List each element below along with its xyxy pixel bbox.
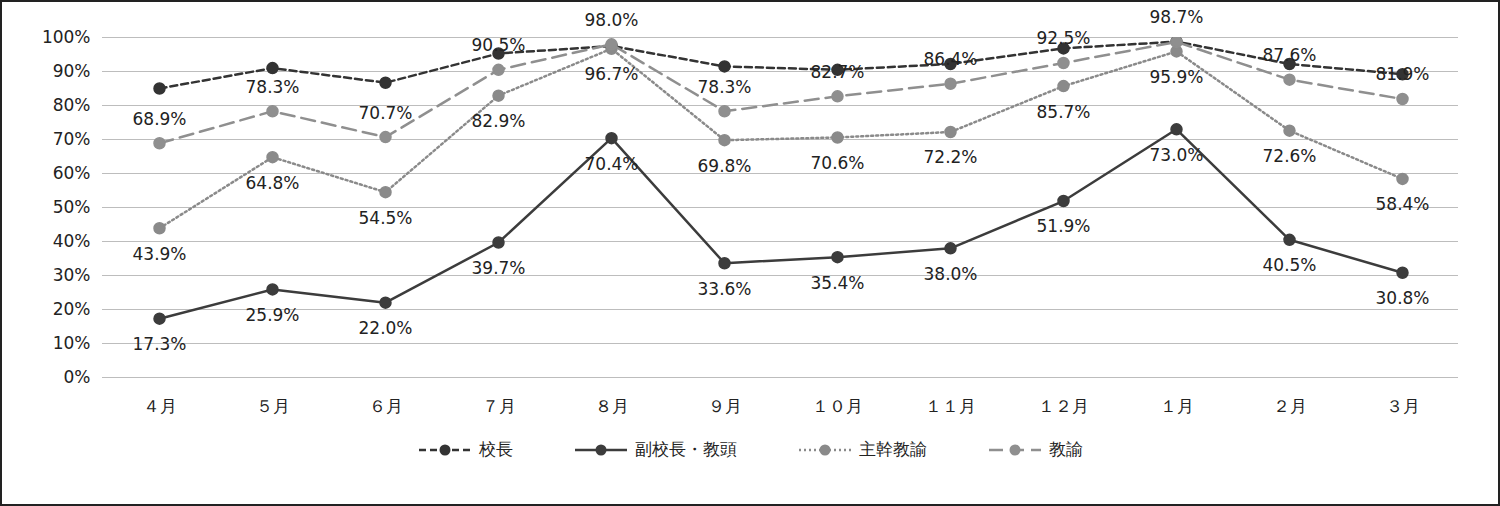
svg-text:51.9%: 51.9% (1036, 216, 1090, 236)
svg-text:70.6%: 70.6% (810, 153, 864, 173)
svg-text:33.6%: 33.6% (697, 279, 751, 299)
svg-text:30.8%: 30.8% (1375, 288, 1429, 308)
svg-text:82.7%: 82.7% (810, 62, 864, 82)
html-text:副校長・教頭: 副校長・教頭 (635, 439, 737, 459)
svg-text:100%: 100% (42, 27, 91, 47)
svg-text:92.5%: 92.5% (1036, 28, 1090, 48)
svg-text:90.5%: 90.5% (471, 35, 525, 55)
svg-text:７月: ７月 (482, 396, 516, 416)
svg-text:43.9%: 43.9% (132, 244, 186, 264)
html-text:主幹教諭: 主幹教諭 (859, 439, 927, 459)
svg-text:95.9%: 95.9% (1149, 67, 1203, 87)
svg-text:60%: 60% (53, 163, 91, 183)
svg-text:２月: ２月 (1273, 396, 1307, 416)
svg-text:98.7%: 98.7% (1149, 7, 1203, 27)
svg-text:６月: ６月 (369, 396, 403, 416)
svg-text:78.3%: 78.3% (697, 77, 751, 97)
svg-text:72.6%: 72.6% (1262, 146, 1316, 166)
svg-text:35.4%: 35.4% (810, 273, 864, 293)
svg-text:22.0%: 22.0% (358, 318, 412, 338)
svg-text:78.3%: 78.3% (245, 77, 299, 97)
svg-text:69.8%: 69.8% (697, 156, 751, 176)
svg-text:40%: 40% (53, 231, 91, 251)
svg-text:１０月: １０月 (812, 396, 863, 416)
svg-text:10%: 10% (53, 333, 91, 353)
svg-text:72.2%: 72.2% (923, 147, 977, 167)
svg-text:54.5%: 54.5% (358, 208, 412, 228)
svg-text:８月: ８月 (595, 396, 629, 416)
svg-text:３月: ３月 (1386, 396, 1420, 416)
svg-text:70.4%: 70.4% (584, 154, 638, 174)
svg-text:90%: 90% (53, 61, 91, 81)
svg-text:86.4%: 86.4% (923, 49, 977, 69)
svg-text:25.9%: 25.9% (245, 305, 299, 325)
svg-text:58.4%: 58.4% (1375, 194, 1429, 214)
svg-text:70%: 70% (53, 129, 91, 149)
svg-text:５月: ５月 (256, 396, 290, 416)
svg-text:38.0%: 38.0% (923, 264, 977, 284)
svg-text:87.6%: 87.6% (1262, 45, 1316, 65)
svg-text:81.9%: 81.9% (1375, 64, 1429, 84)
html-text:教諭: 教諭 (1049, 439, 1083, 459)
svg-text:30%: 30% (53, 265, 91, 285)
svg-text:40.5%: 40.5% (1262, 255, 1316, 275)
html-text:校長: 校長 (479, 439, 513, 459)
svg-text:１１月: １１月 (925, 396, 976, 416)
svg-text:98.0%: 98.0% (584, 10, 638, 30)
svg-text:68.9%: 68.9% (132, 109, 186, 129)
svg-text:64.8%: 64.8% (245, 173, 299, 193)
svg-text:82.9%: 82.9% (471, 111, 525, 131)
svg-text:17.3%: 17.3% (132, 334, 186, 354)
svg-text:85.7%: 85.7% (1036, 102, 1090, 122)
svg-text:39.7%: 39.7% (471, 258, 525, 278)
svg-text:20%: 20% (53, 299, 91, 319)
svg-text:４月: ４月 (143, 396, 177, 416)
svg-text:0%: 0% (64, 367, 91, 387)
svg-text:１月: １月 (1160, 396, 1194, 416)
svg-text:50%: 50% (53, 197, 91, 217)
svg-text:70.7%: 70.7% (358, 103, 412, 123)
svg-text:96.7%: 96.7% (584, 64, 638, 84)
svg-text:９月: ９月 (708, 396, 742, 416)
svg-text:１２月: １２月 (1038, 396, 1089, 416)
svg-text:73.0%: 73.0% (1149, 145, 1203, 165)
svg-text:80%: 80% (53, 95, 91, 115)
